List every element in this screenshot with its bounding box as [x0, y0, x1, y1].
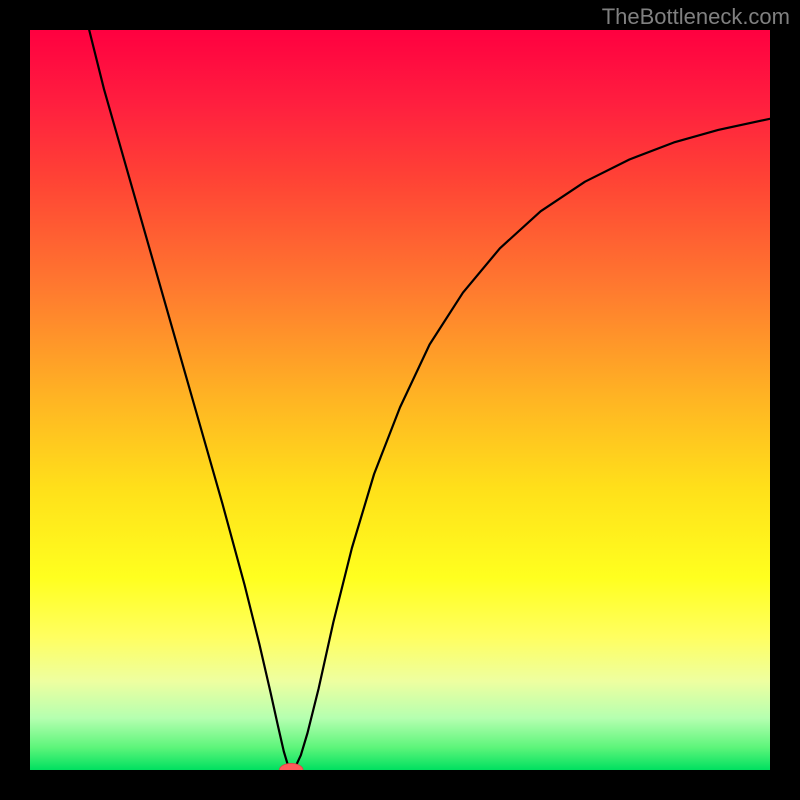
plot-area [30, 30, 770, 770]
plot-svg [30, 30, 770, 770]
gradient-background [30, 30, 770, 770]
chart-container: TheBottleneck.com [0, 0, 800, 800]
watermark-text: TheBottleneck.com [602, 4, 790, 30]
